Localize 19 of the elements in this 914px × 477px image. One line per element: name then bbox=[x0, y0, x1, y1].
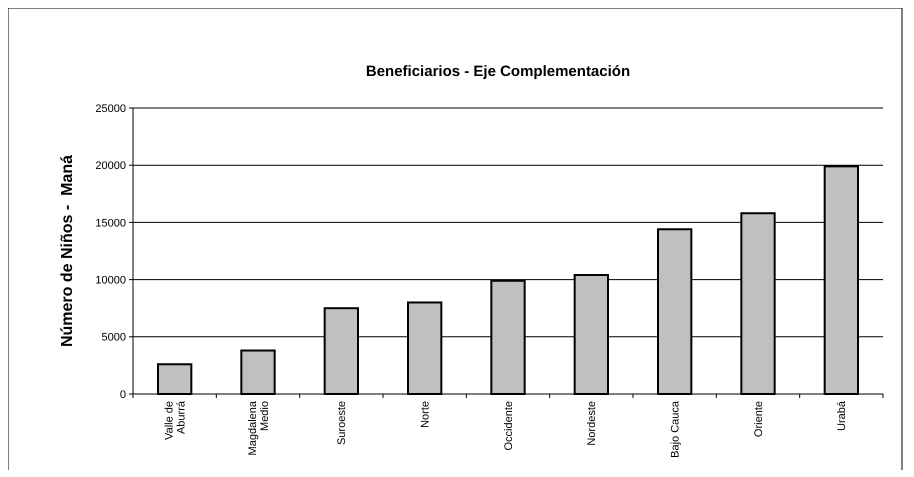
x-tick-label: Occidente bbox=[502, 401, 515, 451]
y-tick-label: 0 bbox=[120, 388, 126, 401]
y-tick-label: 20000 bbox=[95, 160, 126, 172]
x-tick-label: Norte bbox=[420, 401, 432, 428]
x-tick-label: Valle de Aburrá bbox=[164, 400, 188, 440]
bar bbox=[240, 350, 276, 395]
x-tick-label: Suroeste bbox=[336, 401, 348, 446]
x-tick-label: Nordeste bbox=[586, 401, 598, 446]
y-tick-label: 25000 bbox=[95, 102, 126, 115]
bar bbox=[157, 363, 192, 395]
y-tick-label: 10000 bbox=[95, 274, 126, 286]
y-tick-label: 15000 bbox=[95, 217, 126, 230]
y-tick-label: 5000 bbox=[102, 332, 126, 344]
x-tick-label: Magdalena Medio bbox=[246, 400, 271, 456]
x-tick-label: Urabá bbox=[836, 400, 848, 431]
chart-title: Beneficiarios - Eje Complementación bbox=[366, 63, 630, 80]
x-tick-label: Oriente bbox=[752, 401, 765, 438]
y-axis-title: Número de Niños - Maná bbox=[59, 154, 76, 348]
x-tick-label: Bajo Cauca bbox=[670, 400, 682, 458]
